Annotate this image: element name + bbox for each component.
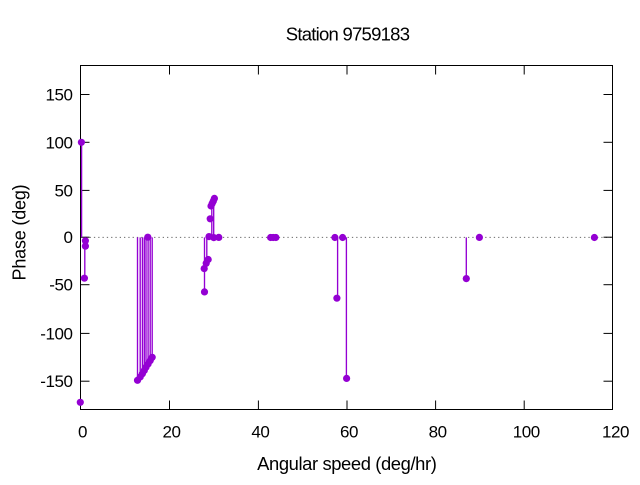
svg-text:100: 100 [513,423,540,442]
svg-text:Station 9759183: Station 9759183 [286,23,410,44]
svg-text:20: 20 [162,423,180,442]
svg-text:80: 80 [429,423,447,442]
svg-text:60: 60 [340,423,358,442]
svg-text:-50: -50 [49,276,72,295]
svg-text:0: 0 [78,423,87,442]
svg-text:Phase (deg): Phase (deg) [10,185,30,281]
svg-text:50: 50 [54,181,72,200]
svg-text:150: 150 [45,86,72,105]
svg-text:120: 120 [602,423,629,442]
svg-text:40: 40 [251,423,269,442]
svg-text:Angular speed (deg/hr): Angular speed (deg/hr) [257,453,436,474]
svg-text:100: 100 [45,133,72,152]
svg-text:0: 0 [63,228,72,247]
svg-text:-150: -150 [40,372,72,391]
svg-text:-100: -100 [40,324,72,343]
